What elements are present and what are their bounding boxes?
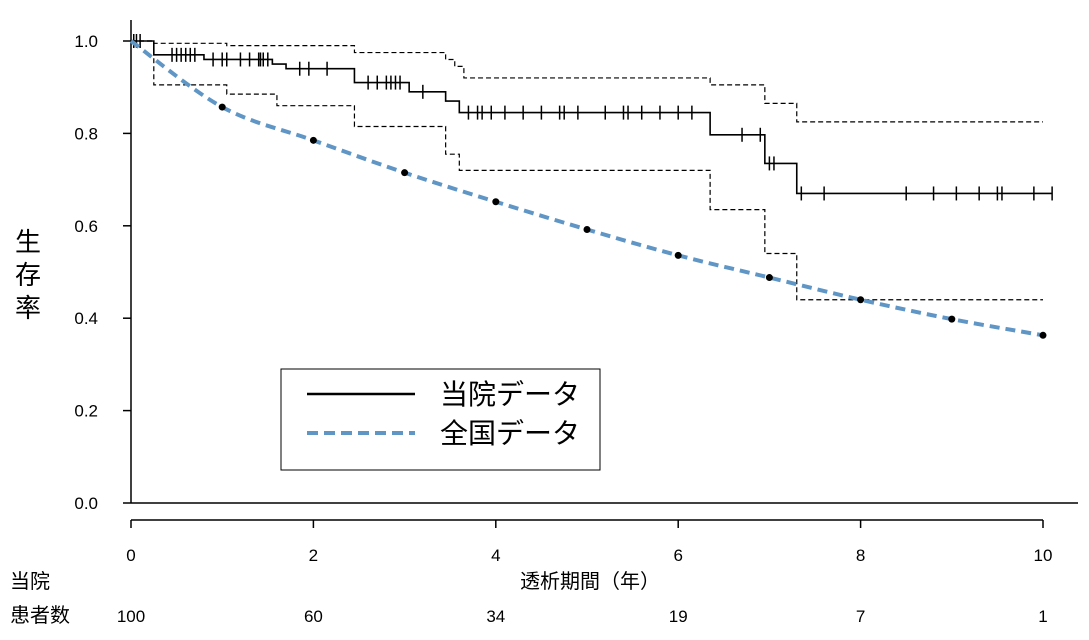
y-tick-label: 0.6 [74, 217, 98, 236]
risk-table-value: 7 [856, 607, 865, 626]
ci-upper-line [131, 40, 1043, 123]
y-axis-label-char-2: 存 [15, 260, 41, 290]
legend-label-national: 全国データ [440, 418, 580, 449]
y-axis-label-char-1: 生 [15, 227, 41, 257]
x-tick-label: 8 [856, 546, 865, 565]
risk-table-value: 1 [1038, 607, 1047, 626]
km-step-line [131, 40, 1053, 195]
censor-marks [132, 34, 1053, 201]
national-curve [129, 39, 1047, 339]
national-point [948, 315, 956, 323]
national-point [857, 296, 865, 304]
y-tick-label: 0.2 [74, 402, 98, 421]
y-tick-label: 0.8 [74, 124, 98, 143]
national-point [309, 136, 317, 144]
ci-lower-line [131, 40, 1043, 301]
risk-table-value: 60 [304, 607, 323, 626]
x-tick-label: 0 [126, 546, 135, 565]
risk-table-label-line1: 当院 [10, 570, 50, 593]
risk-table: 100 60 34 19 7 1 [117, 607, 1048, 626]
risk-table-value: 19 [669, 607, 688, 626]
national-point [1039, 331, 1047, 339]
national-point [401, 169, 409, 177]
risk-table-value: 34 [486, 607, 505, 626]
y-axis-label-char-3: 率 [15, 293, 41, 323]
y-tick-label: 0.0 [74, 494, 98, 513]
risk-table-label-line2: 患者数 [10, 604, 70, 627]
x-tick-label: 4 [491, 546, 500, 565]
confidence-bands [131, 40, 1043, 301]
national-point [583, 225, 591, 233]
axes: 0.0 0.2 0.4 0.6 0.8 1.0 0 2 4 6 8 10 [74, 20, 1078, 565]
x-tick-label: 10 [1034, 546, 1053, 565]
legend-label-hospital: 当院データ [440, 379, 580, 410]
legend: 当院データ 全国データ [280, 368, 601, 471]
national-point [674, 251, 682, 259]
y-tick-label: 1.0 [74, 32, 98, 51]
x-axis-label: 透析期間（年） [520, 570, 660, 593]
legend-box [280, 368, 601, 471]
national-point [218, 103, 226, 111]
x-tick-label: 2 [309, 546, 318, 565]
national-point [765, 274, 773, 282]
km-curve [131, 40, 1053, 195]
risk-table-value: 100 [117, 607, 145, 626]
national-point [492, 198, 500, 206]
y-tick-label: 0.4 [74, 309, 98, 328]
x-tick-label: 6 [673, 546, 682, 565]
